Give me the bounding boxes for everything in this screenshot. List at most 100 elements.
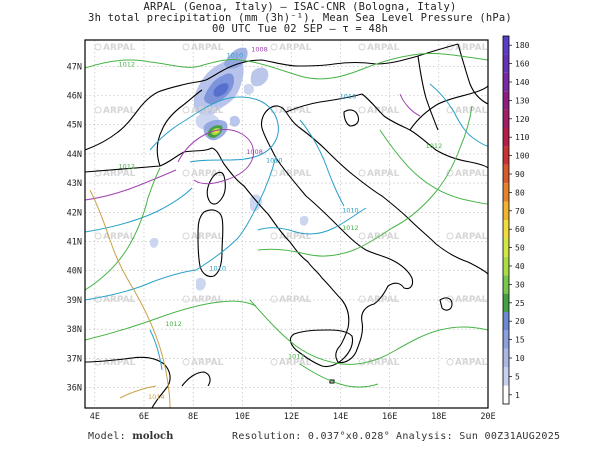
longitude-labels: 4E 6E 8E 10E 12E 14E 16E 18E 20E [90,412,496,422]
coastlines [85,43,488,408]
colorbar-label: 1 [515,391,520,400]
watermark: ARPAL [270,232,312,242]
svg-text:ARPAL: ARPAL [279,43,312,53]
precipitation-field [150,47,309,291]
watermark: ARPAL [182,169,224,179]
svg-text:ARPAL: ARPAL [103,169,136,179]
colorbar-swatch [503,36,509,55]
colorbar-label: 120 [515,115,530,124]
watermark: ARPAL [94,106,136,116]
isobar-label: 1010 [209,265,226,273]
watermark: ARPAL [358,232,400,242]
svg-text:ARPAL: ARPAL [103,43,136,53]
svg-text:ARPAL: ARPAL [191,295,224,305]
colorbar-label: 180 [515,41,530,50]
isobar-label: 1008 [246,148,263,156]
svg-text:ARPAL: ARPAL [191,358,224,368]
header-line-1: ARPAL (Genoa, Italy) — ISAC-CNR (Bologna… [143,1,457,13]
isobar-label: 1012 [119,60,136,68]
lat-tick-label: 44N [67,150,82,160]
svg-text:ARPAL: ARPAL [279,358,312,368]
lat-tick-label: 41N [67,238,82,248]
svg-text:ARPAL: ARPAL [191,106,224,116]
lon-tick-label: 12E [284,412,299,422]
watermark: ARPAL [358,106,400,116]
lat-tick-label: 42N [67,208,82,218]
colorbar-label: 130 [515,96,530,105]
isobar-label: 1008 [251,46,268,54]
precipitation-colorbar: 1510152025304050607080901001101201301401… [502,35,530,405]
colorbar-label: 140 [515,78,530,87]
colorbar-swatch [503,146,509,165]
svg-text:ARPAL: ARPAL [191,232,224,242]
lat-tick-label: 39N [67,296,82,306]
watermark: ARPAL [446,358,488,368]
lat-tick-label: 43N [67,179,82,189]
isobar-label: 1012 [119,163,136,171]
colorbar-label: 60 [515,225,525,234]
lon-tick-label: 10E [235,412,250,422]
colorbar-swatch [503,256,509,276]
lat-tick-label: 45N [67,121,82,131]
isobar-label: 1010 [266,157,283,165]
lat-tick-label: 36N [67,384,82,394]
colorbar-swatch [503,238,509,257]
lon-tick-label: 14E [333,412,348,422]
lon-tick-label: 20E [480,412,495,422]
lon-tick-label: 18E [431,412,446,422]
watermark: ARPAL [358,295,400,305]
svg-text:ARPAL: ARPAL [455,295,488,305]
svg-text:ARPAL: ARPAL [103,295,136,305]
map-frame [84,39,489,409]
colorbar-swatch [503,72,509,92]
watermark: ARPAL [270,106,312,116]
colorbar-label: 160 [515,60,530,69]
lat-tick-label: 37N [67,354,82,364]
colorbar-label: 30 [515,280,525,289]
colorbar-swatch [503,220,509,239]
watermark: ARPAL [446,43,488,53]
colorbar-swatch [503,91,509,110]
latitude-labels: 36N 37N 38N 39N 40N 41N 42N 43N 44N 45N 46N 47N [67,62,82,393]
header-line-2: 3h total precipitation (mm (3h)⁻¹), Mean… [88,12,512,24]
isobar-label: 1012 [288,352,305,360]
svg-text:ARPAL: ARPAL [103,232,136,242]
lat-lon-grid [85,40,488,408]
isobar-label: 1012 [342,224,359,232]
watermark: ARPAL [182,106,224,116]
colorbar-swatch [503,128,509,147]
svg-text:ARPAL: ARPAL [455,232,488,242]
footer-model: Model: moloch [88,431,174,442]
colorbar-label: 110 [515,133,530,142]
colorbar-label: 25 [515,299,525,308]
svg-text:ARPAL: ARPAL [279,232,312,242]
colorbar-swatch [503,293,509,312]
watermark: ARPAL [94,295,136,305]
watermark: ARPAL [94,43,136,53]
colorbar-swatch [503,109,509,128]
watermark: ARPAL [94,232,136,242]
watermark: ARPAL [94,169,136,179]
colorbar-label: 20 [515,317,525,326]
isobar-label: 1014 [148,393,165,401]
isobar-label: 1012 [165,320,182,328]
colorbar-swatch [503,164,509,184]
svg-text:ARPAL: ARPAL [367,232,400,242]
colorbar-label: 70 [515,207,525,216]
colorbar-swatch [503,183,509,202]
colorbar-swatch [503,54,509,73]
lat-tick-label: 47N [67,62,82,72]
colorbar-label: 90 [515,170,525,179]
svg-text:ARPAL: ARPAL [367,295,400,305]
svg-text:ARPAL: ARPAL [455,358,488,368]
lat-tick-label: 40N [67,267,82,277]
isobar-label: 1012 [426,142,443,150]
lon-tick-label: 16E [382,412,397,422]
watermark: ARPAL [358,43,400,53]
svg-text:ARPAL: ARPAL [279,106,312,116]
svg-text:ARPAL: ARPAL [367,358,400,368]
watermark: ARPAL [446,295,488,305]
isobar-labels: 1012101010081010100810101012101210101012… [119,46,443,402]
isobar-label: 1010 [227,52,244,60]
